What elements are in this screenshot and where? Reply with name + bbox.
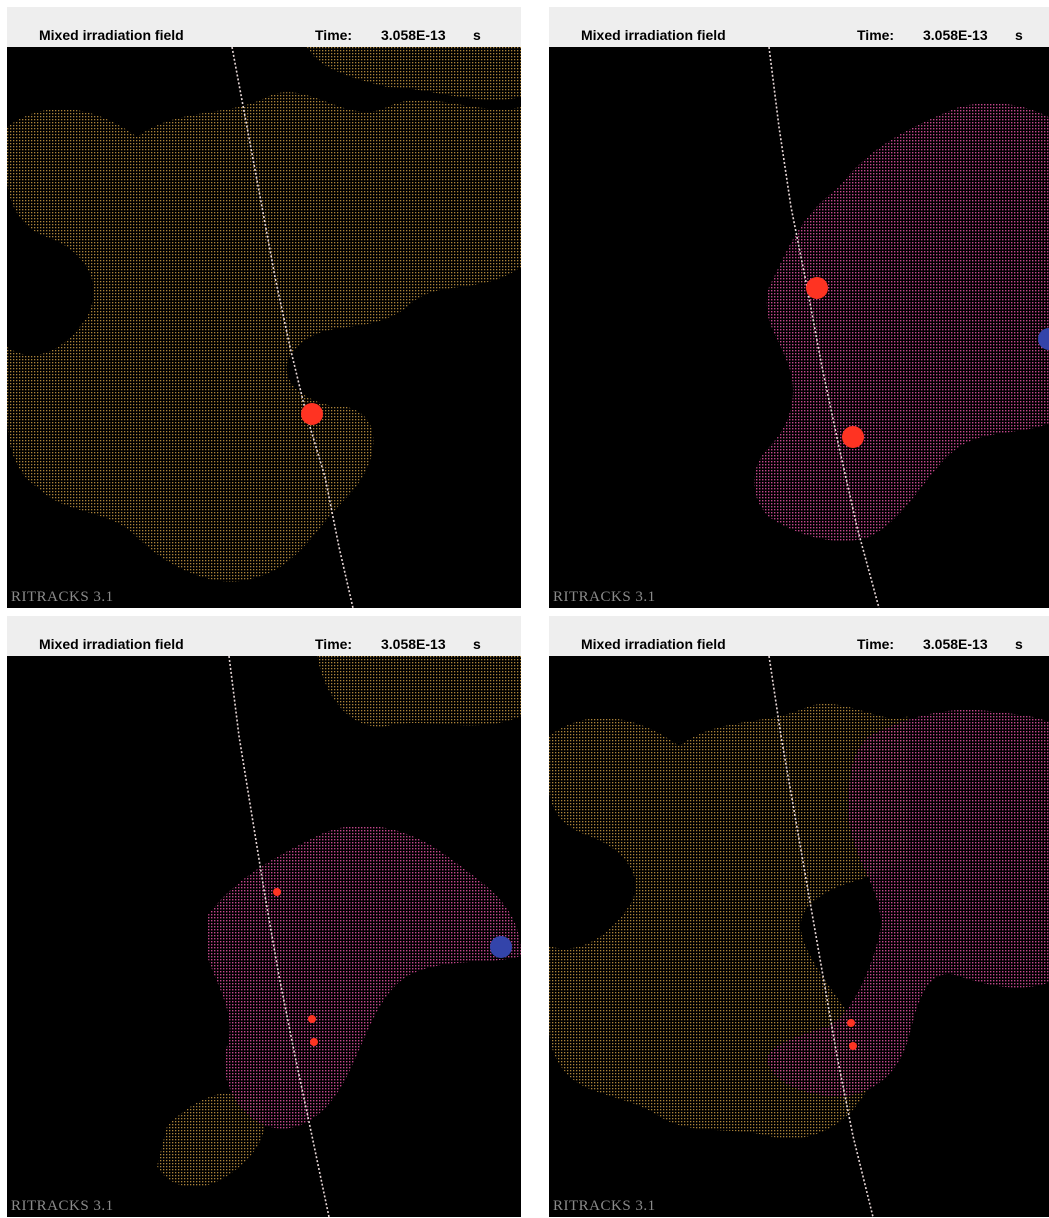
blue-particle xyxy=(1038,328,1049,350)
simulation-viewport[interactable]: RITRACKS 3.1 xyxy=(7,656,521,1217)
simulation-viewport[interactable]: RITRACKS 3.1 xyxy=(549,656,1049,1217)
time-label: Time: xyxy=(315,636,353,652)
primary-track xyxy=(231,47,354,608)
panel-header: Mixed irradiation field Time: 3.058E-13 … xyxy=(7,616,521,656)
magenta-cloud xyxy=(754,103,1049,541)
time-unit: s xyxy=(1015,27,1023,43)
red-particle xyxy=(849,1042,857,1050)
magenta-cloud xyxy=(207,825,521,1129)
track-rendering xyxy=(157,656,521,1217)
panel-title: Mixed irradiation field xyxy=(39,636,184,652)
panel-1: Mixed irradiation field Time: 3.058E-13 … xyxy=(7,7,521,608)
time-value: 3.058E-13 xyxy=(923,636,988,652)
time-unit: s xyxy=(473,27,481,43)
watermark: RITRACKS 3.1 xyxy=(11,1198,114,1214)
time-value: 3.058E-13 xyxy=(923,27,988,43)
red-particle xyxy=(310,1038,318,1046)
simulation-viewport[interactable]: RITRACKS 3.1 xyxy=(7,47,521,608)
tan-cloud xyxy=(157,656,521,1187)
track-rendering xyxy=(549,656,1049,1217)
primary-track xyxy=(768,656,874,1217)
red-particle xyxy=(301,403,323,425)
red-particle xyxy=(842,426,864,448)
magenta-cloud xyxy=(767,709,1049,1096)
panel-header: Mixed irradiation field Time: 3.058E-13 … xyxy=(7,7,521,47)
track-rendering xyxy=(7,47,521,608)
watermark: RITRACKS 3.1 xyxy=(553,589,656,605)
tan-cloud xyxy=(7,47,521,582)
simulation-viewport[interactable]: RITRACKS 3.1 xyxy=(549,47,1049,608)
time-value: 3.058E-13 xyxy=(381,27,446,43)
panel-2: Mixed irradiation field Time: 3.058E-13 … xyxy=(549,7,1049,608)
red-particle xyxy=(806,277,828,299)
primary-track xyxy=(228,656,330,1217)
watermark: RITRACKS 3.1 xyxy=(553,1198,656,1214)
panel-title: Mixed irradiation field xyxy=(581,636,726,652)
panel-4: Mixed irradiation field Time: 3.058E-13 … xyxy=(549,616,1049,1217)
time-unit: s xyxy=(473,636,481,652)
red-particle xyxy=(273,888,281,896)
red-particle xyxy=(847,1019,855,1027)
time-unit: s xyxy=(1015,636,1023,652)
time-value: 3.058E-13 xyxy=(381,636,446,652)
panel-header: Mixed irradiation field Time: 3.058E-13 … xyxy=(549,616,1049,656)
time-label: Time: xyxy=(315,27,353,43)
red-particle xyxy=(308,1015,316,1023)
panel-title: Mixed irradiation field xyxy=(581,27,726,43)
panel-title: Mixed irradiation field xyxy=(39,27,184,43)
blue-particle xyxy=(490,936,512,958)
time-label: Time: xyxy=(857,636,895,652)
watermark: RITRACKS 3.1 xyxy=(11,589,114,605)
panel-3: Mixed irradiation field Time: 3.058E-13 … xyxy=(7,616,521,1217)
time-label: Time: xyxy=(857,27,895,43)
panel-header: Mixed irradiation field Time: 3.058E-13 … xyxy=(549,7,1049,47)
track-rendering xyxy=(754,47,1049,608)
